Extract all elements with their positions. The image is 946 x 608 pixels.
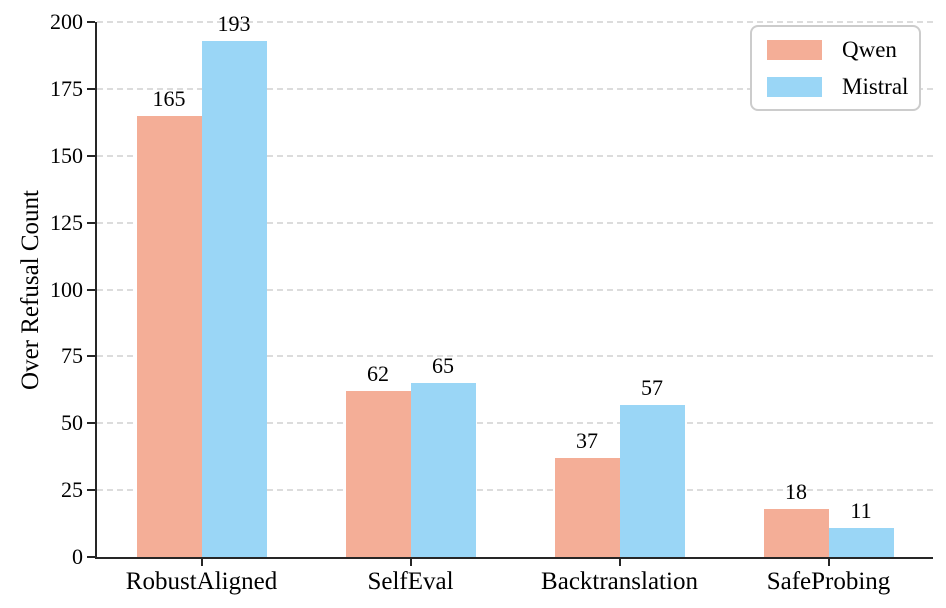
bar-mistral-SafeProbing [828,527,894,557]
x-tick-label-Backtranslation: Backtranslation [541,568,698,595]
bar-value-mistral-SelfEval: 65 [432,353,454,379]
y-tick-175 [87,87,95,90]
gridline-50 [97,422,933,425]
bar-value-qwen-RobustAligned: 165 [152,85,186,111]
plot-area: 0 25 50 75 100 125 150 175 200 RobustAligned SelfE… [50,10,933,595]
legend-item-qwen: Qwen [752,37,919,62]
bar-value-mistral-Backtranslation: 57 [641,374,663,400]
bar-value-mistral-SafeProbing: 11 [850,497,872,523]
y-axis-spine [95,22,97,559]
bar-value-qwen-SafeProbing: 18 [785,478,807,504]
y-tick-label-125: 125 [50,209,83,235]
legend-label-mistral: Mistral [842,74,909,99]
x-tick-SafeProbing [827,559,830,566]
x-tick-RobustAligned [200,559,203,566]
y-tick-100 [87,288,95,291]
bar-qwen-SelfEval [345,391,411,557]
x-tick-label-RobustAligned: RobustAligned [125,568,278,595]
bar-mistral-Backtranslation [619,404,685,557]
y-tick-25 [87,489,95,492]
y-tick-75 [87,355,95,358]
bar-value-mistral-RobustAligned: 193 [217,10,251,36]
mistral-color-swatch [767,76,822,97]
bar-mistral-SelfEval [410,383,476,557]
gridline-25 [97,489,933,492]
bar-value-qwen-Backtranslation: 37 [576,428,598,454]
x-tick-SelfEval [409,559,412,566]
y-tick-125 [87,221,95,224]
gridline-125 [97,221,933,224]
gridline-150 [97,154,933,157]
legend: Qwen Mistral [750,25,921,111]
x-tick-label-SelfEval: SelfEval [367,568,454,595]
x-tick-label-SafeProbing: SafeProbing [766,568,891,595]
gridline-175 [97,87,933,90]
gridline-100 [97,288,933,291]
y-tick-label-25: 25 [61,477,83,503]
y-tick-0 [87,556,95,558]
y-tick-label-75: 75 [61,343,83,369]
gridline-75 [97,355,933,358]
y-tick-label-100: 100 [50,276,83,302]
y-tick-label-0: 0 [72,544,83,569]
qwen-color-swatch [767,39,822,60]
y-tick-label-200: 200 [50,9,83,34]
y-tick-50 [87,422,95,425]
x-tick-Backtranslation [618,559,621,566]
bar-qwen-SafeProbing [763,508,829,557]
bar-value-qwen-SelfEval: 62 [367,361,389,387]
y-tick-label-50: 50 [61,410,83,436]
bar-mistral-RobustAligned [201,40,267,557]
y-tick-label-150: 150 [50,142,83,168]
y-tick-label-175: 175 [50,75,83,101]
legend-label-qwen: Qwen [842,37,897,62]
bar-qwen-RobustAligned [136,115,202,557]
x-axis-spine [95,557,933,559]
y-tick-150 [87,154,95,157]
legend-item-mistral: Mistral [752,74,919,99]
bar-qwen-Backtranslation [554,458,620,557]
gridline-200 [97,21,933,23]
y-tick-200 [87,21,95,23]
